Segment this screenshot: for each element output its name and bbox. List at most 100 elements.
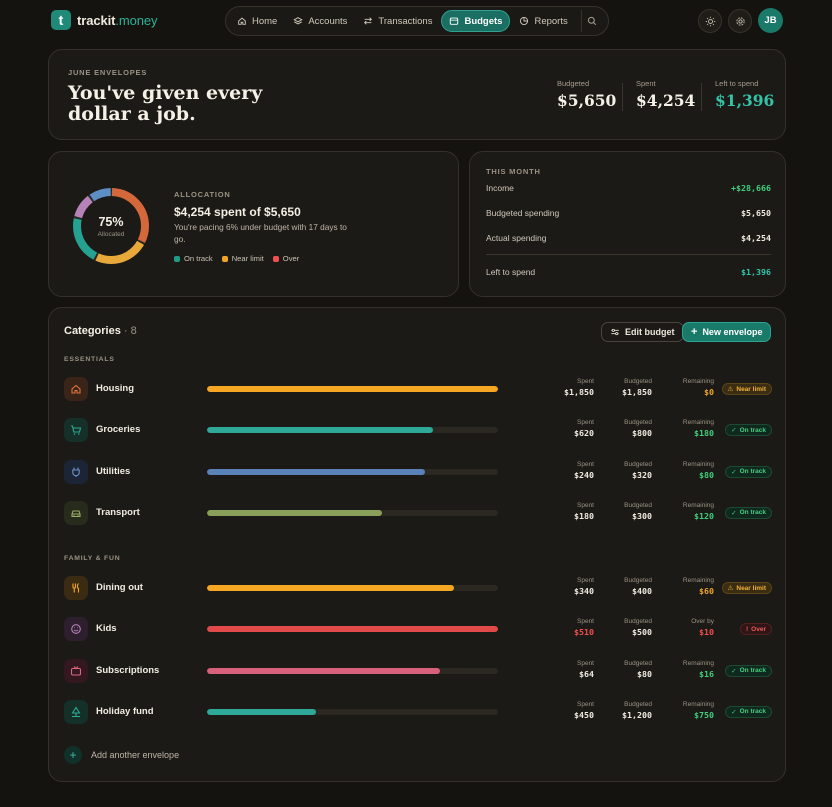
divider [622, 83, 623, 111]
nav-transactions[interactable]: Transactions [356, 10, 439, 32]
remaining-stat: Remaining $180 [682, 419, 714, 439]
status-badge: ✓ On track [725, 424, 772, 437]
spent-stat: Spent $510 [574, 618, 594, 638]
category-name: Utilities [96, 465, 131, 477]
edit-budget-button[interactable]: Edit budget [601, 322, 684, 342]
category-icon-tile [64, 418, 88, 443]
brand-mark-icon: t [51, 10, 71, 30]
divider [701, 83, 702, 111]
hero-card: JUNE ENVELOPES You've given every dollar… [48, 49, 786, 140]
warning-icon: ⚠ [727, 386, 734, 393]
nav-reports[interactable]: Reports [512, 10, 574, 32]
remaining-stat: Remaining $16 [682, 659, 714, 679]
wallet-icon [450, 17, 459, 25]
nav-home[interactable]: Home [230, 10, 284, 32]
progress-bar [207, 427, 498, 434]
hero-stat-budgeted: Budgeted $5,650 [557, 79, 616, 110]
progress-bar [207, 667, 498, 674]
nav-home-label: Home [252, 15, 278, 27]
tv-icon [70, 665, 82, 676]
new-envelope-button[interactable]: + New envelope [682, 322, 772, 342]
car-icon [71, 510, 81, 517]
category-row[interactable]: Housing Spent $1,850 Budgeted $1,850 Remainin… [64, 374, 772, 404]
check-icon: ✓ [731, 509, 737, 517]
progress-bar [207, 585, 498, 591]
page-title: You've given every dollar a job. [68, 82, 263, 125]
legend-swatch [221, 255, 228, 262]
status-badge: ✓ On track [725, 506, 772, 519]
allocation-eyebrow: ALLOCATION [174, 190, 231, 199]
category-name: Dining out [96, 582, 143, 593]
arrows-icon [364, 17, 373, 25]
hero-stat-label: Spent [636, 79, 656, 88]
category-row[interactable]: Subscriptions Spent $64 Budgeted $80 Remainin… [64, 656, 772, 686]
budgeted-stat: Budgeted $1,850 [622, 378, 652, 397]
home-icon [238, 17, 246, 25]
nav-accounts[interactable]: Accounts [286, 10, 354, 32]
new-envelope-label: New envelope [702, 327, 763, 337]
legend-item: Over [272, 254, 299, 263]
settings-button[interactable] [728, 9, 752, 33]
hero-eyebrow: JUNE ENVELOPES [68, 68, 148, 77]
category-name: Kids [96, 623, 117, 635]
category-name: Transport [96, 506, 140, 518]
brand-logo[interactable]: t trackit.money [51, 10, 157, 30]
budgeted-stat: Budgeted $80 [624, 659, 652, 679]
spent-stat: Spent $240 [574, 460, 594, 480]
category-row[interactable]: Kids Spent $510 Budgeted $500 Over by $10 ! Over [64, 614, 772, 644]
remaining-stat: Remaining $120 [682, 501, 714, 521]
category-row[interactable]: Dining out Spent $340 Budgeted $400 Remaining… [64, 573, 772, 603]
smile-icon [71, 624, 81, 635]
allocation-percent-label: Allocated [97, 230, 125, 238]
utensils-icon [72, 583, 80, 593]
hero-stat-value: $1,396 [715, 91, 775, 110]
progress-fill [207, 427, 433, 434]
category-row[interactable]: Groceries Spent $620 Budgeted $800 Remaining $… [64, 415, 772, 445]
search-icon [588, 16, 597, 26]
legend-item: Near limit [221, 254, 264, 263]
category-name: Housing [96, 383, 134, 394]
month-row-actual: Actual spending $4,254 [486, 233, 771, 243]
cart-icon [71, 425, 82, 436]
category-row[interactable]: Transport Spent $180 Budgeted $300 Remaining $… [64, 498, 772, 528]
progress-bar [207, 626, 498, 633]
month-row-label: Actual spending [486, 233, 547, 243]
divider [486, 254, 771, 255]
theme-toggle-button[interactable] [698, 9, 722, 33]
budgeted-stat: Budgeted $320 [624, 460, 652, 480]
category-row[interactable]: Holiday fund Spent $450 Budgeted $1,200 Remai… [64, 697, 772, 727]
spent-stat: Spent $1,850 [564, 378, 594, 397]
month-row-label: Left to spend [486, 267, 536, 277]
group-label-family: FAMILY & FUN [64, 555, 121, 562]
nav-reports-label: Reports [534, 15, 568, 27]
search-button[interactable] [580, 10, 603, 32]
remaining-stat: Remaining $750 [682, 700, 714, 720]
status-badge: ⚠ Near limit [721, 383, 772, 395]
status-badge: ✓ On track [725, 705, 772, 718]
check-icon: ✓ [731, 708, 737, 716]
hero-stat-value: $5,650 [557, 91, 617, 110]
legend-swatch [272, 255, 279, 262]
avatar[interactable]: JB [758, 8, 783, 33]
allocation-legend: On track Near limit Over [174, 254, 299, 263]
plus-icon: + [691, 325, 698, 338]
progress-bar [207, 509, 498, 516]
progress-bar [207, 386, 498, 392]
nav-accounts-label: Accounts [308, 15, 348, 27]
home-icon [71, 384, 81, 394]
add-envelope-button[interactable]: + Add another envelope [64, 746, 179, 764]
month-row-value: $5,650 [741, 208, 771, 218]
category-icon-tile [64, 500, 88, 525]
legend-swatch [174, 255, 180, 262]
category-icon-tile [64, 617, 88, 642]
category-icon-tile [64, 699, 88, 724]
category-name: Holiday fund [96, 705, 154, 717]
category-row[interactable]: Utilities Spent $240 Budgeted $320 Remaining $… [64, 457, 772, 487]
status-badge: ⚠ Near limit [721, 582, 772, 594]
hero-stat-label: Left to spend [715, 79, 759, 88]
nav-budgets[interactable]: Budgets [441, 10, 511, 32]
category-icon-tile [64, 377, 88, 401]
hero-stat-value: $4,254 [636, 91, 696, 110]
warning-icon: ⚠ [727, 585, 734, 592]
remaining-stat: Over by $10 [691, 618, 714, 638]
